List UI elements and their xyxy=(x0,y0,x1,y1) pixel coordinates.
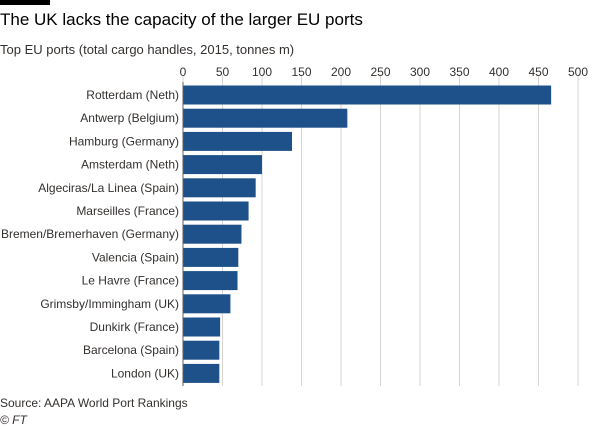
bar xyxy=(183,201,249,221)
x-tick-label: 250 xyxy=(370,65,390,79)
bar xyxy=(183,178,256,198)
bar xyxy=(183,85,552,105)
bar xyxy=(183,247,239,267)
x-tick-label: 150 xyxy=(291,65,311,79)
x-tick-label: 400 xyxy=(489,65,509,79)
category-label: Amsterdam (Neth) xyxy=(81,158,179,172)
x-tick-label: 300 xyxy=(410,65,430,79)
category-label: Rotterdam (Neth) xyxy=(86,88,179,102)
bar xyxy=(183,131,293,151)
category-labels: Rotterdam (Neth) Antwerp (Belgium) Hamburg… xyxy=(1,88,179,380)
bar xyxy=(183,108,348,128)
bar xyxy=(183,271,238,291)
x-tick-label: 450 xyxy=(528,65,548,79)
brand-bar xyxy=(0,0,50,5)
category-label: Algeciras/La Linea (Spain) xyxy=(38,181,179,195)
bar xyxy=(183,363,220,383)
bar xyxy=(183,317,221,337)
x-tick-label: 0 xyxy=(180,65,187,79)
x-tick-label: 100 xyxy=(252,65,272,79)
category-label: Barcelona (Spain) xyxy=(83,343,179,357)
bars xyxy=(183,85,552,383)
x-tick-label: 350 xyxy=(449,65,469,79)
category-label: Antwerp (Belgium) xyxy=(80,111,179,125)
bar xyxy=(183,155,262,175)
bar xyxy=(183,294,231,314)
category-label: Valencia (Spain) xyxy=(92,250,179,264)
source-note: Source: AAPA World Port Rankings xyxy=(0,396,188,410)
category-label: Marseilles (France) xyxy=(76,204,179,218)
x-axis-ticks: 0 50 100 150 200 250 300 350 400 450 500 xyxy=(180,65,589,79)
x-tick-label: 50 xyxy=(216,65,230,79)
chart-subtitle: Top EU ports (total cargo handles, 2015,… xyxy=(0,42,295,57)
category-label: Le Havre (France) xyxy=(82,274,179,288)
category-label: Hamburg (Germany) xyxy=(69,134,179,148)
ft-credit: © FT xyxy=(0,413,27,427)
x-tick-label: 200 xyxy=(331,65,351,79)
bar xyxy=(183,224,242,244)
category-label: Bremen/Bremerhaven (Germany) xyxy=(1,227,179,241)
chart-title: The UK lacks the capacity of the larger … xyxy=(0,10,363,29)
category-label: Dunkirk (France) xyxy=(90,320,179,334)
bar xyxy=(183,340,220,360)
category-label: London (UK) xyxy=(111,366,179,380)
x-tick-label: 500 xyxy=(568,65,588,79)
category-label: Grimsby/Immingham (UK) xyxy=(40,297,179,311)
